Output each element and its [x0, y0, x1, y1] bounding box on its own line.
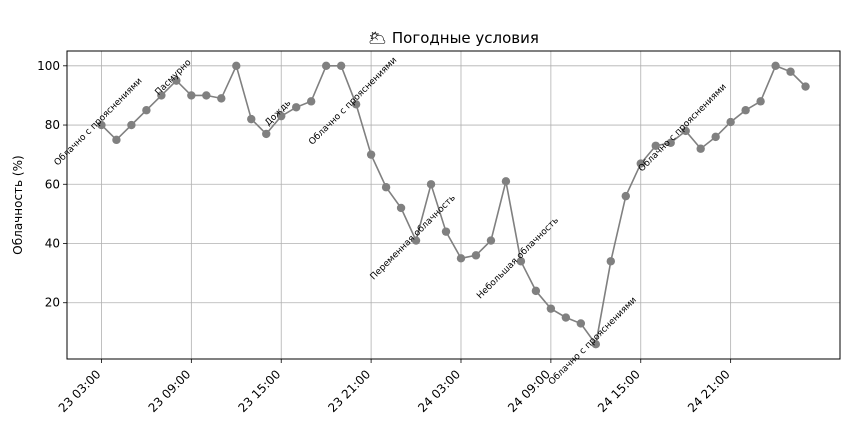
weather-annotation: Облачно с прояснениями — [547, 295, 639, 387]
y-tick-label: 60 — [45, 177, 60, 191]
y-tick-label: 100 — [37, 59, 60, 73]
data-point — [756, 97, 765, 106]
data-point — [142, 106, 151, 115]
data-point — [292, 103, 301, 112]
y-tick-label: 80 — [45, 118, 60, 132]
y-tick-label: 40 — [45, 237, 60, 251]
x-tick-label: 24 15:00 — [595, 367, 643, 415]
data-point — [157, 91, 166, 100]
chart-title: 🌥 Погодные условия — [368, 29, 539, 47]
weather-annotation: Переменная облачность — [369, 193, 458, 282]
data-point — [681, 126, 690, 136]
data-point — [456, 254, 466, 263]
grid — [67, 51, 840, 359]
data-point — [277, 111, 286, 121]
data-point — [606, 257, 615, 266]
data-point — [217, 94, 226, 103]
data-point — [726, 117, 735, 127]
data-point — [396, 203, 406, 213]
data-point — [471, 251, 481, 260]
data-point — [546, 304, 556, 313]
data-point — [202, 91, 211, 100]
data-point — [666, 138, 675, 148]
x-tick-label: 23 03:00 — [56, 367, 104, 415]
plot-frame — [66, 50, 841, 360]
data-point — [771, 61, 780, 71]
data-point — [501, 177, 511, 186]
x-tick-label: 23 21:00 — [325, 367, 373, 415]
data-point — [636, 159, 645, 168]
weather-annotation: Дождь — [263, 98, 293, 128]
x-axis: 23 03:00 23 09:00 23 15:00 23 21:00 24 03:00… — [56, 359, 733, 415]
x-tick-label: 24 09:00 — [505, 367, 553, 415]
weather-annotation: Облачно с прояснениями — [307, 55, 399, 147]
data-point — [741, 106, 750, 115]
data-point — [516, 257, 526, 266]
data-point — [247, 114, 256, 124]
data-point — [651, 141, 660, 150]
data-point — [561, 313, 571, 322]
y-axis-label: Облачность (%) — [11, 155, 25, 254]
y-axis: 20 40 60 80 100 — [37, 59, 67, 310]
x-tick-label: 24 03:00 — [415, 367, 463, 415]
data-point — [591, 339, 601, 349]
data-point — [711, 132, 720, 142]
data-point — [172, 76, 181, 85]
data-point — [426, 180, 436, 189]
y-tick-label: 20 — [45, 296, 60, 310]
data-point — [97, 120, 106, 130]
series-layer — [97, 61, 810, 349]
data-point — [696, 144, 705, 153]
data-point — [127, 120, 136, 130]
data-point — [411, 236, 421, 245]
x-tick-label: 23 09:00 — [146, 367, 194, 415]
data-point — [187, 91, 196, 100]
x-tick-label: 24 21:00 — [685, 367, 733, 415]
data-point — [112, 135, 121, 145]
data-point — [621, 191, 630, 201]
data-point — [351, 100, 361, 109]
data-point — [531, 286, 541, 296]
weather-annotation: Небольшая облачность — [475, 216, 561, 302]
data-point — [486, 236, 496, 245]
data-point — [576, 319, 586, 328]
data-point — [262, 129, 271, 139]
data-point — [441, 227, 451, 236]
data-point — [306, 97, 316, 106]
data-point — [381, 183, 391, 192]
weather-annotation: Облачно с прояснениями — [637, 82, 729, 174]
data-point — [336, 61, 346, 71]
data-point — [321, 61, 331, 71]
data-point — [786, 67, 795, 76]
data-point — [232, 61, 241, 71]
x-tick-label: 23 15:00 — [235, 367, 283, 415]
data-point — [366, 150, 376, 159]
data-point — [801, 82, 810, 91]
